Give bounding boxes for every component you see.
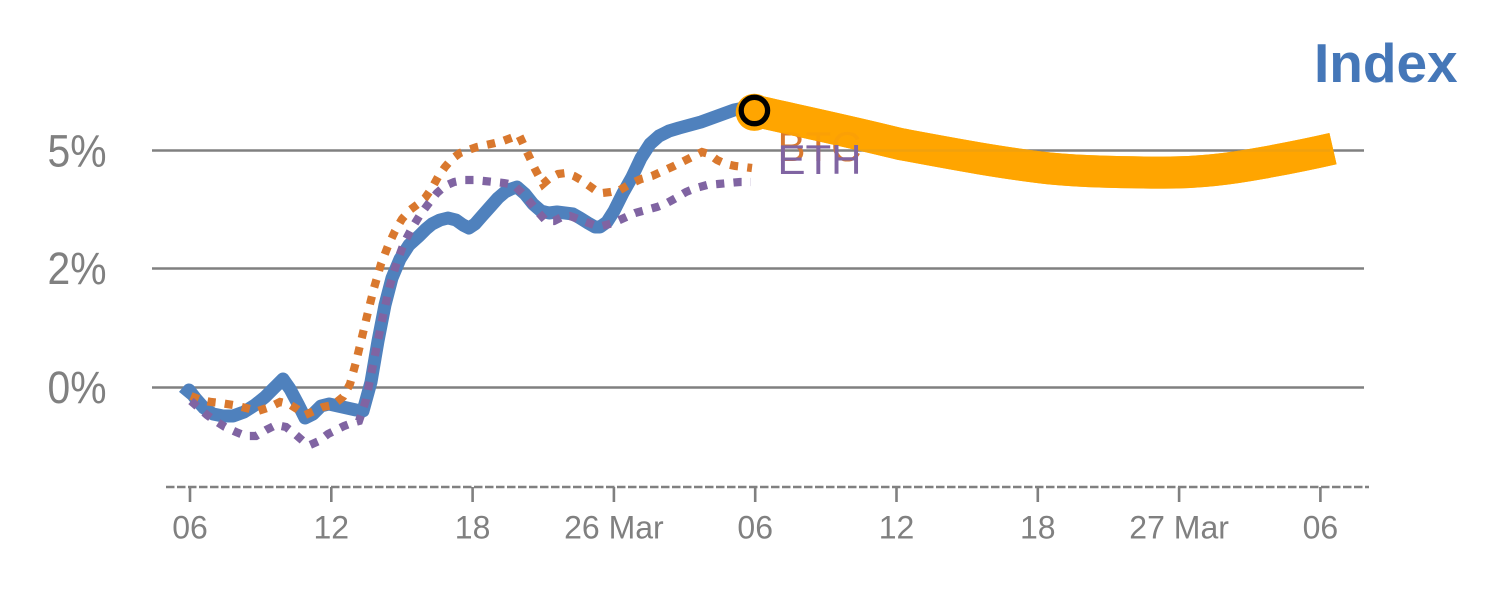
svg-text:26 Mar: 26 Mar — [564, 510, 664, 546]
svg-text:ETH: ETH — [778, 136, 862, 183]
svg-text:06: 06 — [1303, 510, 1339, 546]
svg-text:12: 12 — [314, 510, 350, 546]
svg-text:18: 18 — [1020, 510, 1056, 546]
svg-text:18: 18 — [455, 510, 491, 546]
svg-text:27 Mar: 27 Mar — [1129, 510, 1229, 546]
svg-text:12: 12 — [879, 510, 915, 546]
svg-text:2%: 2% — [48, 243, 107, 294]
svg-text:0%: 0% — [48, 362, 107, 413]
svg-text:Index: Index — [1314, 32, 1458, 94]
svg-text:06: 06 — [737, 510, 773, 546]
svg-text:5%: 5% — [48, 125, 107, 176]
svg-text:06: 06 — [172, 510, 208, 546]
